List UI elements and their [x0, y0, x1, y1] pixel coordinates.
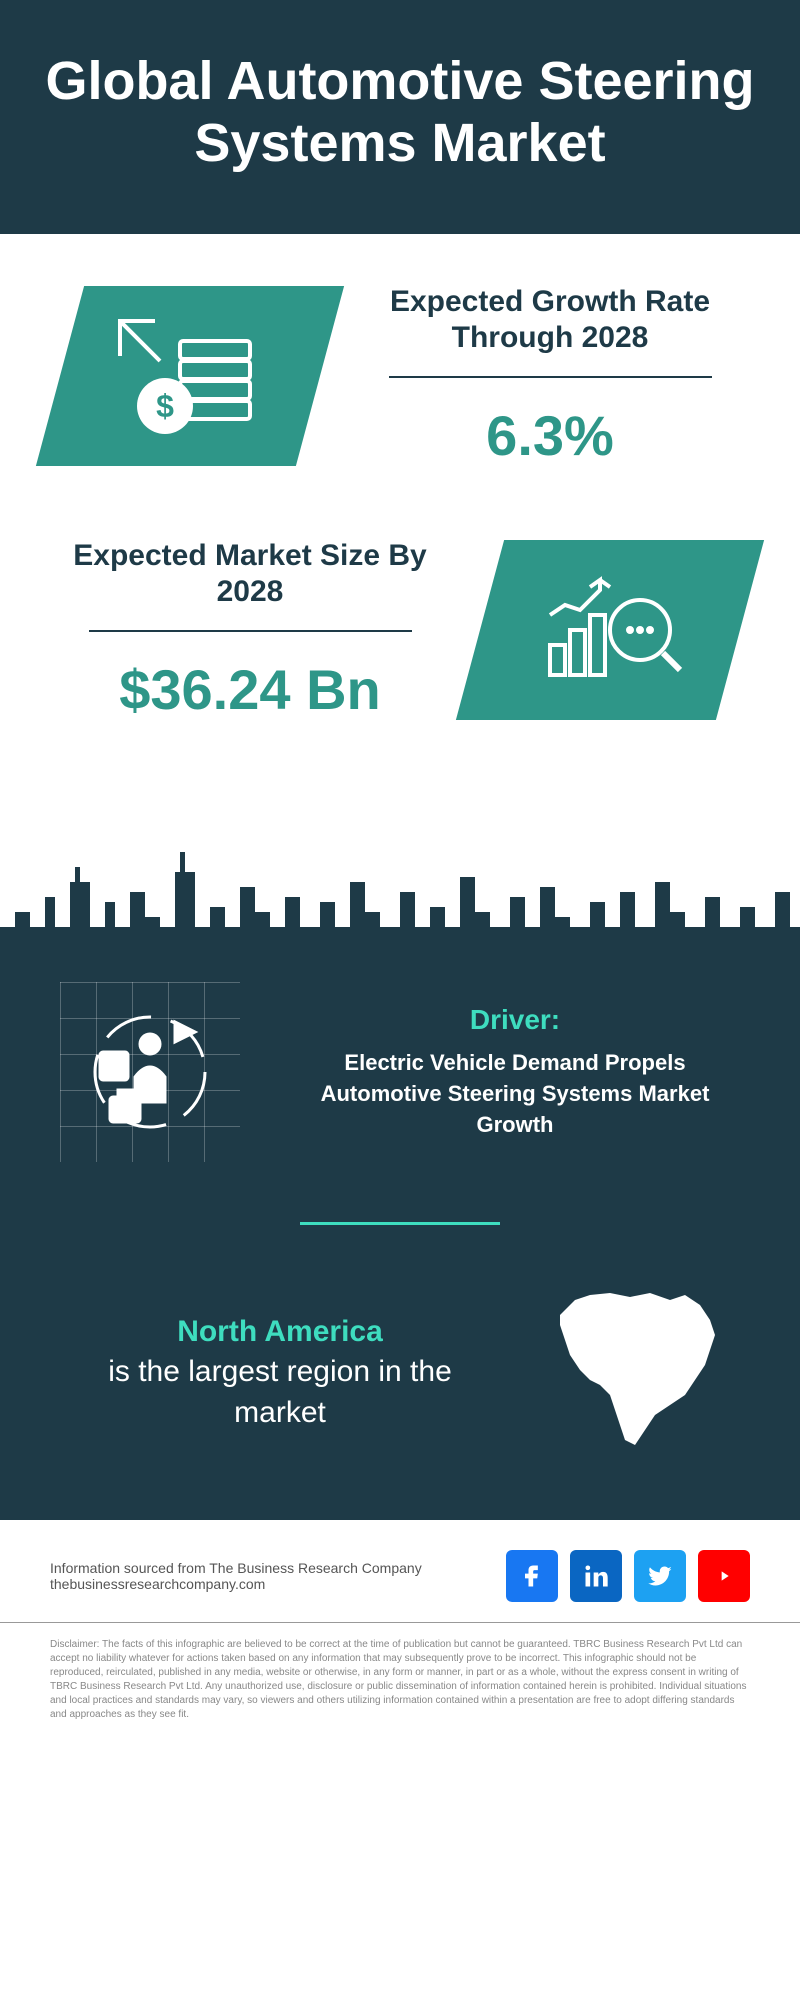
- driver-text: Electric Vehicle Demand Propels Automoti…: [290, 1048, 740, 1140]
- stats-section: $ Expected Growth Rate Through 2028 6.3%: [0, 234, 800, 842]
- twitter-icon[interactable]: [634, 1550, 686, 1602]
- divider: [300, 1222, 500, 1225]
- money-growth-icon: $: [36, 286, 344, 466]
- region-highlight: North America: [177, 1315, 383, 1348]
- region-body: is the largest region in the market: [108, 1355, 452, 1429]
- stat-label: Expected Market Size By 2028: [60, 538, 440, 610]
- linkedin-icon[interactable]: [570, 1550, 622, 1602]
- region-row: North America is the largest region in t…: [60, 1285, 740, 1460]
- north-america-map-icon: [540, 1285, 740, 1460]
- youtube-icon[interactable]: [698, 1550, 750, 1602]
- skyline-graphic: [0, 842, 800, 962]
- svg-text:$: $: [156, 388, 174, 424]
- stat-label: Expected Growth Rate Through 2028: [360, 284, 740, 356]
- divider: [89, 630, 412, 632]
- stat-value: $36.24 Bn: [60, 657, 440, 722]
- footer: Information sourced from The Business Re…: [0, 1520, 800, 1623]
- stat-market-size: Expected Market Size By 2028 $36.24 Bn: [60, 538, 740, 722]
- divider: [389, 376, 712, 378]
- social-links: [506, 1550, 750, 1602]
- chart-analysis-icon: [456, 540, 764, 720]
- driver-section: Driver: Electric Vehicle Demand Propels …: [0, 962, 800, 1520]
- footer-url: thebusinessresearchcompany.com: [50, 1576, 506, 1592]
- driver-icon: [60, 982, 240, 1162]
- page-title: Global Automotive Steering Systems Marke…: [40, 50, 760, 174]
- footer-source: Information sourced from The Business Re…: [50, 1560, 506, 1576]
- driver-title: Driver:: [290, 1004, 740, 1036]
- stat-value: 6.3%: [360, 403, 740, 468]
- stat-growth-rate: $ Expected Growth Rate Through 2028 6.3%: [60, 284, 740, 468]
- disclaimer: Disclaimer: The facts of this infographi…: [0, 1623, 800, 1752]
- header: Global Automotive Steering Systems Marke…: [0, 0, 800, 234]
- facebook-icon[interactable]: [506, 1550, 558, 1602]
